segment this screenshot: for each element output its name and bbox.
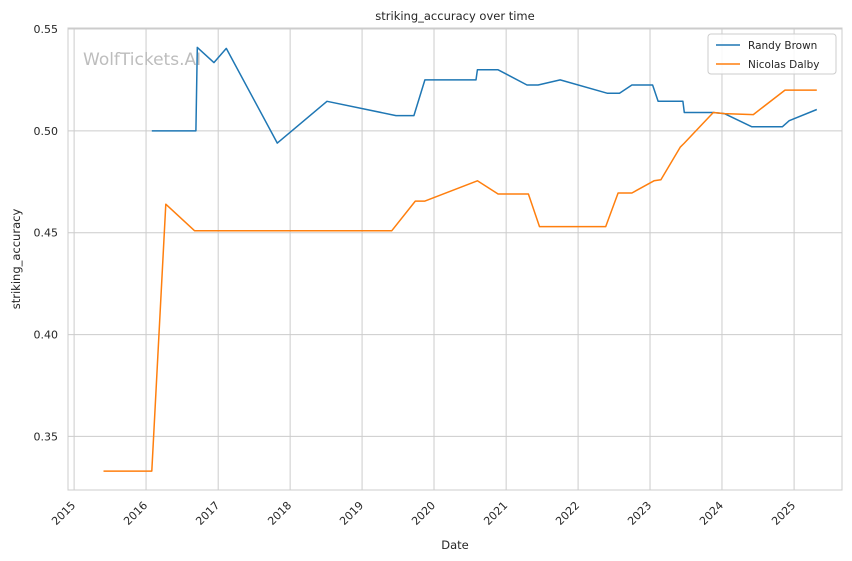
chart-title: striking_accuracy over time: [375, 9, 534, 23]
y-axis-label: striking_accuracy: [9, 209, 23, 310]
legend-label-randy-brown: Randy Brown: [748, 40, 817, 52]
x-axis-ticks: 2015 2016 2017 2018 2019 2020 2021 2022 2023 2024…: [49, 499, 798, 528]
x-axis-label: Date: [441, 538, 469, 552]
y-tick-label: 0.55: [34, 23, 59, 36]
legend: Randy Brown Nicolas Dalby: [707, 33, 837, 75]
grid: [68, 28, 842, 490]
plot-frame: [67, 27, 843, 491]
legend-label-nicolas-dalby: Nicolas Dalby: [748, 59, 819, 71]
y-axis-ticks: 0.35 0.40 0.45 0.50 0.55: [34, 23, 59, 443]
series-line-nicolas-dalby: [103, 89, 817, 472]
y-tick-label: 0.50: [34, 125, 59, 138]
series-layer: [103, 46, 818, 472]
y-tick-label: 0.35: [34, 430, 59, 443]
plot-area: [68, 28, 842, 490]
y-tick-label: 0.40: [34, 329, 59, 342]
y-tick-label: 0.45: [34, 227, 59, 240]
watermark: WolfTickets.AI: [83, 50, 201, 70]
